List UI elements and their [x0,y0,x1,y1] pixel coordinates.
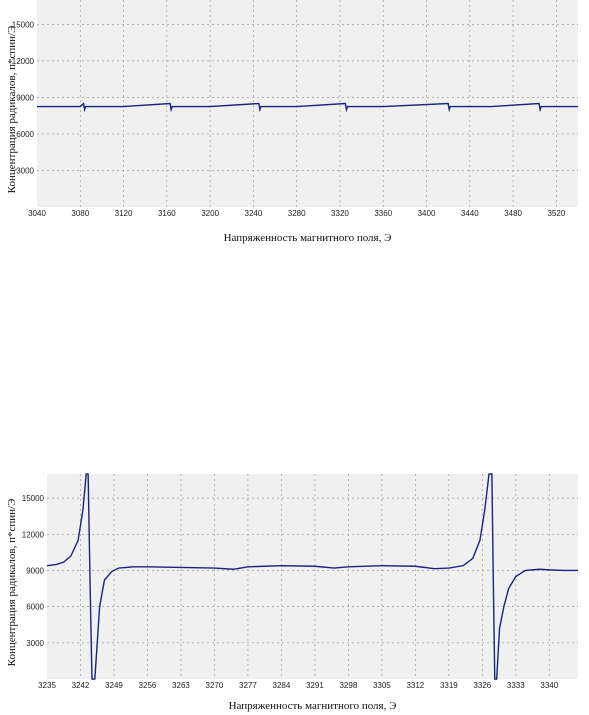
y-tick-label: 3000 [26,639,44,648]
y-tick-label: 3000 [16,166,34,175]
chart-bottom-y-axis-label: Концентрация радикалов, п*спин/Э [6,499,18,667]
x-tick-label: 3305 [373,681,391,690]
chart-bottom-ticks: 3235 3242 3249 3256 3263 3270 3277 3284 3291 3298… [22,494,559,690]
x-tick-label: 3326 [473,681,491,690]
y-tick-label: 9000 [26,566,44,575]
chart-bottom-series-line [46,473,578,680]
y-tick-label: 12000 [22,530,45,539]
x-tick-label: 3240 [245,209,263,218]
x-tick-label: 3040 [28,209,46,218]
y-tick-label: 9000 [16,93,34,102]
chart-bottom-plot-area [47,474,578,679]
x-tick-label: 3270 [206,681,224,690]
x-tick-label: 3319 [440,681,458,690]
chart-top-x-axis-label: Напряженность магнитного поля, Э [224,232,392,244]
x-tick-label: 3235 [38,681,56,690]
chart-top-y-axis-label: Концентрация радикалов, п*спин/Э [6,26,18,194]
y-tick-label: 15000 [12,20,35,29]
x-tick-label: 3160 [158,209,176,218]
x-tick-label: 3291 [306,681,324,690]
x-tick-label: 3320 [331,209,349,218]
chart-top-grid [37,0,578,207]
chart-bottom-x-axis-label: Напряженность магнитного поля, Э [229,700,397,712]
x-tick-label: 3333 [507,681,525,690]
y-tick-label: 12000 [12,57,35,66]
x-tick-label: 3400 [418,209,436,218]
x-tick-label: 3312 [406,681,424,690]
chart-top-series-line [37,102,578,113]
chart-top-ticks: 3040 3080 3120 3160 3200 3240 3280 3320 3360 3400… [12,20,566,218]
x-tick-label: 3120 [115,209,133,218]
x-tick-label: 3480 [504,209,522,218]
x-tick-label: 3360 [374,209,392,218]
x-tick-label: 3340 [540,681,558,690]
y-tick-label: 15000 [22,494,45,503]
x-tick-label: 3263 [172,681,190,690]
y-tick-label: 6000 [16,130,34,139]
x-tick-label: 3242 [72,681,90,690]
x-tick-label: 3249 [105,681,123,690]
x-tick-label: 3277 [239,681,257,690]
chart-top: 3040 3080 3120 3160 3200 3240 3280 3320 3360 3400… [6,0,578,244]
y-tick-label: 6000 [26,603,44,612]
chart-bottom: 3235 3242 3249 3256 3263 3270 3277 3284 3291 3298… [6,473,578,712]
chart-bottom-grid [47,474,578,679]
chart-top-plot-area [37,0,578,207]
x-tick-label: 3284 [273,681,291,690]
x-tick-label: 3200 [201,209,219,218]
x-tick-label: 3280 [288,209,306,218]
x-tick-label: 3256 [139,681,157,690]
x-tick-label: 3440 [461,209,479,218]
x-tick-label: 3520 [547,209,565,218]
x-tick-label: 3298 [339,681,357,690]
x-tick-label: 3080 [71,209,89,218]
